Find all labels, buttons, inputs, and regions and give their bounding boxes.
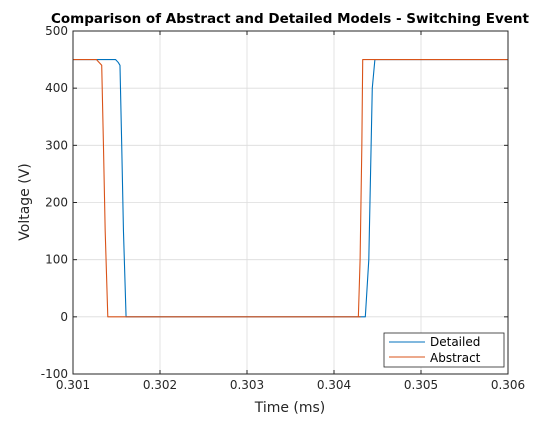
y-tick-label: 200 bbox=[45, 196, 68, 210]
y-tick-label: 300 bbox=[45, 138, 68, 152]
legend-label-detailed: Detailed bbox=[430, 335, 480, 349]
series-line-abstract bbox=[73, 59, 508, 318]
legend-box bbox=[383, 332, 505, 368]
y-tick-label: 500 bbox=[45, 24, 68, 38]
x-tick-label: 0.303 bbox=[230, 378, 264, 392]
x-axis-label: Time (ms) bbox=[254, 400, 326, 416]
y-tick-label: -100 bbox=[41, 367, 68, 381]
data-lines bbox=[73, 59, 508, 318]
y-axis-label: Voltage (V) bbox=[17, 163, 33, 240]
x-tick-label: 0.302 bbox=[143, 378, 177, 392]
y-tick-label: 100 bbox=[45, 253, 68, 267]
legend: Detailed Abstract bbox=[383, 332, 505, 368]
x-tick-label: 0.301 bbox=[56, 378, 90, 392]
chart-title: Comparison of Abstract and Detailed Mode… bbox=[51, 11, 530, 27]
legend-label-abstract: Abstract bbox=[430, 351, 481, 365]
x-tick-label: 0.305 bbox=[404, 378, 438, 392]
y-tick-label: 0 bbox=[60, 310, 68, 324]
x-tick-label: 0.304 bbox=[317, 378, 351, 392]
y-tick-label: 400 bbox=[45, 81, 68, 95]
x-tick-label: 0.306 bbox=[491, 378, 525, 392]
axis-ticks: 0.301 0.302 0.303 0.304 0.305 0.306 -100 0 100 20… bbox=[41, 24, 525, 392]
